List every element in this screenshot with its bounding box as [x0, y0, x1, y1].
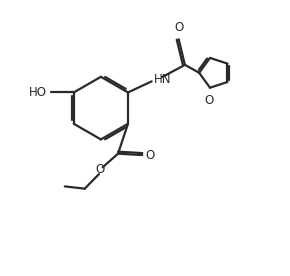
Text: O: O [146, 148, 155, 161]
Text: O: O [96, 163, 105, 176]
Text: O: O [205, 94, 214, 107]
Text: HN: HN [154, 73, 171, 86]
Text: HO: HO [29, 86, 47, 99]
Text: O: O [174, 21, 183, 34]
